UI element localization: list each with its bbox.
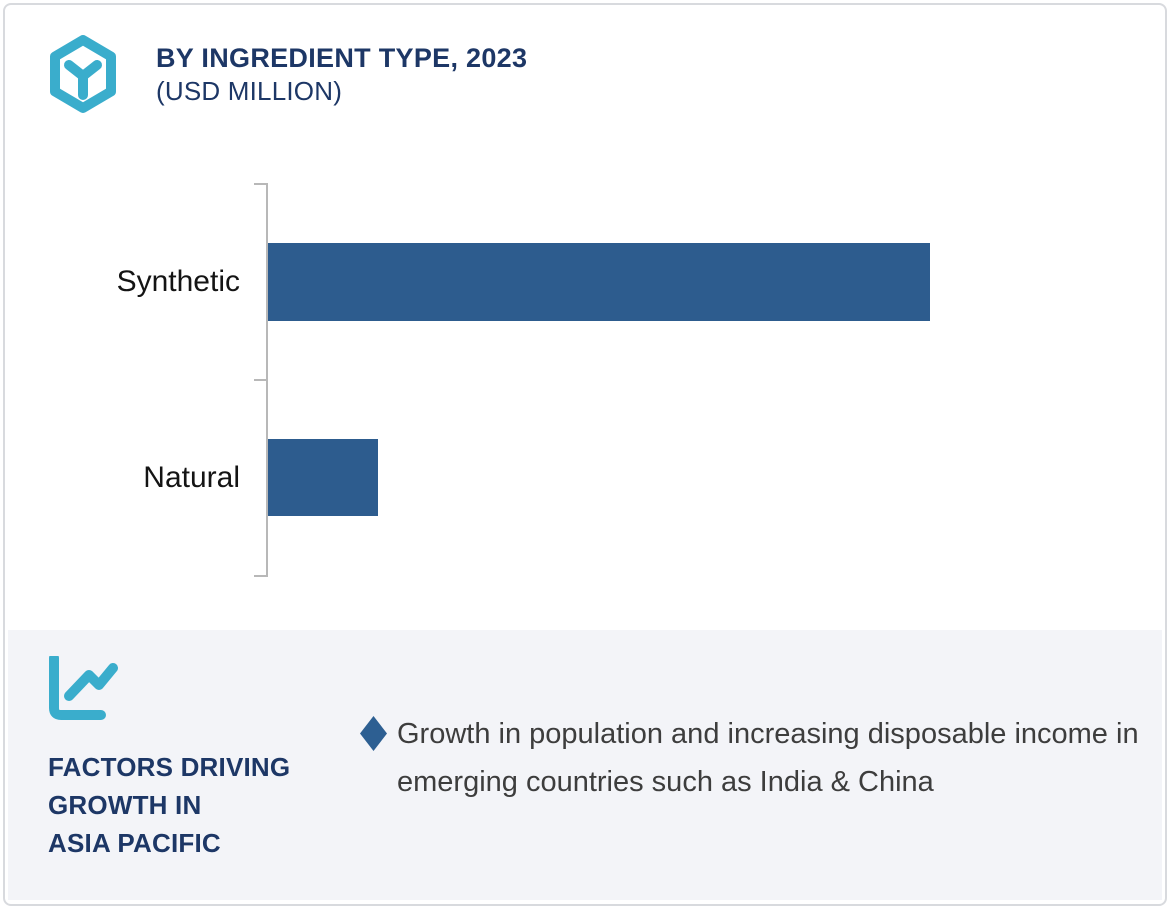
factor-bullet-item: Growth in population and increasing disp… xyxy=(360,710,1140,806)
axis-tick xyxy=(254,575,267,577)
chart-title: BY INGREDIENT TYPE, 2023 xyxy=(156,43,528,73)
chart-header: BY INGREDIENT TYPE, 2023 (USD MILLION) xyxy=(46,34,527,114)
line-chart-icon xyxy=(49,656,118,720)
axis-tick xyxy=(254,183,267,185)
factors-title: FACTORS DRIVING GROWTH IN ASIA PACIFIC xyxy=(48,748,290,862)
hexagon-molecule-icon xyxy=(50,35,116,113)
diamond-bullet-icon xyxy=(360,716,387,751)
factors-title-line: ASIA PACIFIC xyxy=(48,828,221,858)
factors-panel: FACTORS DRIVING GROWTH IN ASIA PACIFIC G… xyxy=(8,630,1162,900)
factors-title-line: FACTORS DRIVING xyxy=(48,752,291,782)
factors-title-line: GROWTH IN xyxy=(48,790,202,820)
category-label-natural: Natural xyxy=(143,461,240,494)
category-label-synthetic: Synthetic xyxy=(116,265,240,298)
factor-bullet-text: Growth in population and increasing disp… xyxy=(397,718,1139,798)
category-axis-line xyxy=(266,183,268,577)
bar-chart: Synthetic Natural xyxy=(116,183,930,577)
bar-synthetic xyxy=(268,243,930,321)
bar-natural xyxy=(268,439,378,516)
axis-tick xyxy=(254,379,267,381)
chart-title-block: BY INGREDIENT TYPE, 2023 (USD MILLION) xyxy=(156,34,527,114)
chart-subtitle: (USD MILLION) xyxy=(156,76,343,106)
